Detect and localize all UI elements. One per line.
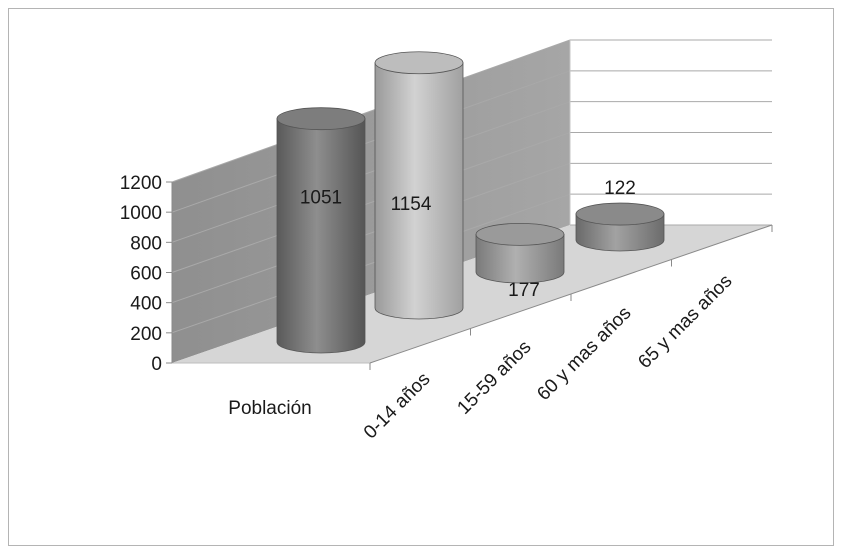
x-category-label: 0-14 años: [360, 369, 435, 444]
gridline-back: [171, 132, 571, 273]
gridlines: [171, 39, 772, 334]
chart-back-wall: [172, 40, 570, 363]
gridline-back: [171, 70, 571, 213]
y-axis: 0 200 400 600 800 1000 1200: [120, 173, 173, 375]
bar-top: [575, 202, 665, 226]
bar-cylinder: [575, 202, 665, 252]
bar-cylinder: [276, 107, 366, 354]
y-tick-label: 800: [130, 233, 162, 254]
bar-cylinder: [374, 51, 464, 320]
x-category-label: 60 y mas años: [533, 303, 635, 405]
x-category-label: 65 y mas años: [634, 271, 736, 373]
y-tick-label: 200: [130, 324, 162, 345]
gridline-back: [171, 193, 571, 334]
data-label: 177: [508, 280, 540, 301]
bar-top: [374, 51, 464, 75]
x-category-label: 15-59 años: [453, 337, 535, 419]
y-tick-label: 600: [130, 264, 162, 285]
bar-body: [276, 118, 366, 354]
bar-body: [475, 233, 565, 284]
data-label: 1051: [300, 188, 342, 209]
bar-top: [475, 222, 565, 246]
bar-cylinder: [475, 222, 565, 284]
gridline-back: [171, 39, 571, 183]
bar-top: [276, 107, 366, 131]
bar-body: [374, 62, 464, 320]
gridline-back: [171, 162, 571, 304]
x-category-label: Población: [228, 398, 311, 419]
data-label: 1154: [391, 194, 432, 215]
y-tick-label: 400: [130, 294, 162, 315]
y-tick-label: 0: [151, 354, 162, 375]
y-tick-label: 1200: [120, 173, 162, 194]
data-label: 122: [604, 178, 636, 199]
bars: 1051 1154 177 122: [276, 51, 665, 354]
y-tick-label: 1000: [120, 203, 162, 224]
gridline-back: [171, 101, 571, 243]
